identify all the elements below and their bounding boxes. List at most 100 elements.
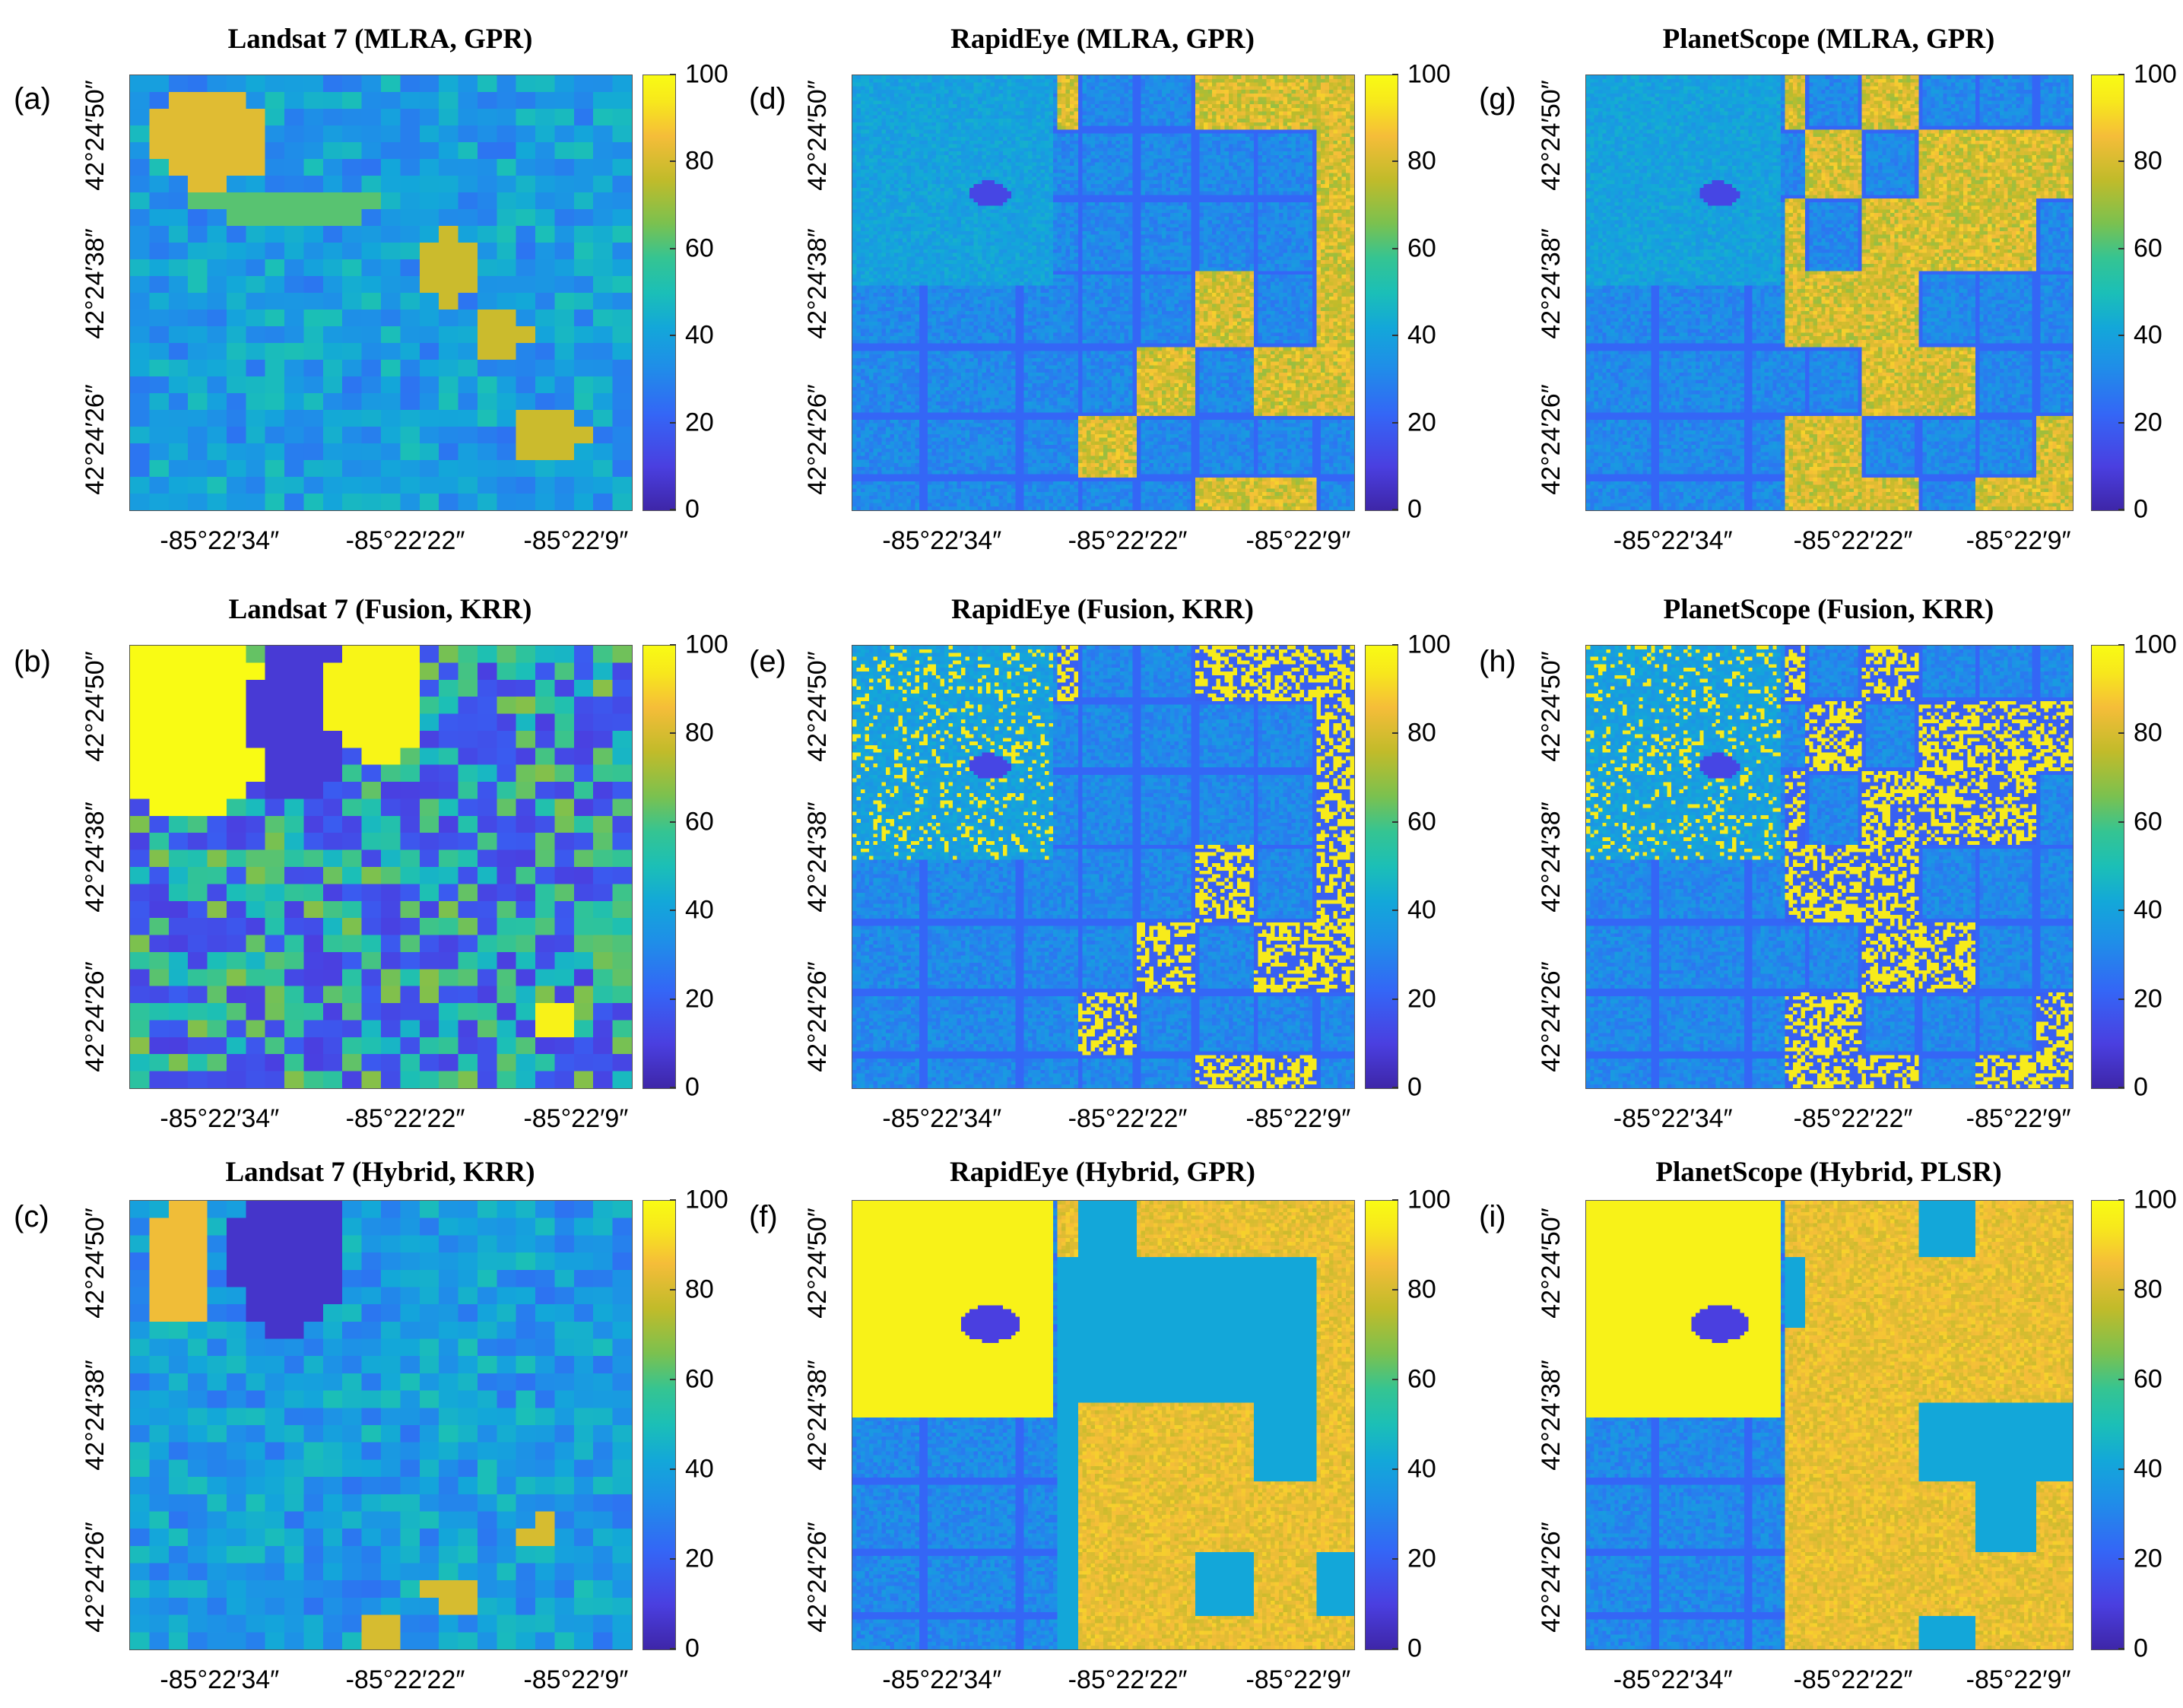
colorbar-tick-mark — [2118, 247, 2124, 249]
colorbar — [643, 75, 676, 511]
latitude-tick-label: 42°24′50″ — [81, 651, 109, 763]
colorbar-tick-label: 40 — [685, 1454, 714, 1484]
longitude-tick-label: -85°22′9″ — [1966, 1665, 2071, 1694]
latitude-tick-label: 42°24′38″ — [803, 802, 832, 913]
colorbar-tick-label: 80 — [685, 718, 714, 748]
longitude-tick-label: -85°22′34″ — [1613, 1104, 1733, 1133]
panel-label: (f) — [749, 1200, 778, 1233]
colorbar-tick-mark — [670, 732, 676, 735]
colorbar-tick-label: 60 — [2134, 233, 2162, 263]
biomass-map-image — [852, 1200, 1355, 1650]
colorbar-tick-label: 60 — [2134, 1364, 2162, 1394]
colorbar-tick-mark — [670, 910, 676, 912]
panel-label: (d) — [749, 82, 786, 116]
biomass-map-image — [129, 645, 633, 1089]
colorbar-tick-mark — [2118, 1087, 2124, 1088]
colorbar-tick-mark — [1392, 509, 1398, 510]
biomass-map-image — [1585, 75, 2074, 511]
colorbar-tick-label: 100 — [1407, 59, 1451, 89]
latitude-tick-label: 42°24′38″ — [81, 802, 109, 913]
latitude-tick-label: 42°24′38″ — [803, 227, 832, 339]
colorbar-tick-mark — [2118, 1648, 2124, 1649]
longitude-tick-label: -85°22′22″ — [345, 1104, 465, 1133]
colorbar-tick-mark — [2118, 421, 2124, 424]
colorbar-tick-mark — [670, 998, 676, 1000]
colorbar-tick-label: 20 — [2134, 1544, 2162, 1573]
colorbar-tick-label: 0 — [2134, 1633, 2148, 1663]
panel-label: (a) — [14, 82, 51, 116]
colorbar-tick-mark — [1392, 732, 1398, 735]
longitude-tick-label: -85°22′34″ — [882, 526, 1002, 555]
colorbar-tick-mark — [1392, 1289, 1398, 1291]
latitude-tick-label: 42°24′38″ — [81, 227, 109, 339]
colorbar-tick-label: 100 — [685, 630, 728, 659]
colorbar-tick-label: 100 — [2134, 59, 2177, 89]
colorbar-tick-label: 100 — [1407, 630, 1451, 659]
colorbar-tick-label: 60 — [1407, 1364, 1436, 1394]
colorbar-tick-mark — [1392, 1379, 1398, 1380]
colorbar-tick-mark — [1392, 1648, 1398, 1649]
colorbar-tick-mark — [1392, 1087, 1398, 1088]
panel-title: RapidEye (MLRA, GPR) — [950, 24, 1255, 55]
colorbar-tick-mark — [670, 247, 676, 249]
panel-label: (c) — [14, 1200, 49, 1233]
longitude-tick-label: -85°22′9″ — [523, 526, 629, 555]
colorbar-tick-label: 80 — [2134, 1275, 2162, 1304]
longitude-tick-label: -85°22′22″ — [1793, 526, 1913, 555]
panel-label: (g) — [1479, 82, 1516, 116]
colorbar-tick-label: 0 — [2134, 494, 2148, 524]
colorbar-tick-mark — [670, 335, 676, 337]
colorbar-tick-mark — [2118, 998, 2124, 1000]
longitude-tick-label: -85°22′9″ — [523, 1665, 629, 1694]
colorbar — [643, 1200, 676, 1650]
latitude-tick-label: 42°24′50″ — [1537, 1207, 1566, 1319]
colorbar-tick-mark — [1392, 644, 1398, 646]
colorbar-tick-label: 40 — [1407, 320, 1436, 350]
colorbar-tick-label: 40 — [2134, 895, 2162, 925]
biomass-map-image — [129, 1200, 633, 1650]
colorbar-tick-label: 80 — [2134, 146, 2162, 176]
colorbar-tick-label: 100 — [685, 1185, 728, 1214]
latitude-tick-label: 42°24′38″ — [1537, 802, 1566, 913]
latitude-tick-label: 42°24′26″ — [803, 1521, 832, 1633]
colorbar-tick-label: 60 — [2134, 807, 2162, 837]
colorbar-tick-label: 80 — [1407, 146, 1436, 176]
longitude-tick-label: -85°22′9″ — [1966, 1104, 2071, 1133]
panel-label: (b) — [14, 645, 51, 678]
longitude-tick-label: -85°22′34″ — [882, 1665, 1002, 1694]
colorbar — [643, 645, 676, 1089]
colorbar-tick-mark — [2118, 335, 2124, 337]
colorbar-tick-mark — [1392, 910, 1398, 912]
colorbar-tick-mark — [670, 1199, 676, 1201]
longitude-tick-label: -85°22′22″ — [1068, 1665, 1188, 1694]
colorbar-tick-label: 80 — [1407, 718, 1436, 748]
colorbar-tick-mark — [2118, 1289, 2124, 1291]
panel-title: PlanetScope (MLRA, GPR) — [1662, 24, 1995, 55]
latitude-tick-label: 42°24′26″ — [81, 961, 109, 1072]
colorbar-tick-label: 20 — [685, 1544, 714, 1573]
longitude-tick-label: -85°22′34″ — [160, 1104, 280, 1133]
panel-label: (h) — [1479, 645, 1516, 678]
longitude-tick-label: -85°22′9″ — [1245, 1104, 1351, 1133]
biomass-map-image — [129, 75, 633, 511]
colorbar-tick-mark — [1392, 247, 1398, 249]
colorbar-tick-label: 100 — [2134, 1185, 2177, 1214]
colorbar-tick-label: 80 — [2134, 718, 2162, 748]
panel-title: Landsat 7 (Hybrid, KRR) — [225, 1157, 535, 1188]
longitude-tick-label: -85°22′34″ — [1613, 1665, 1733, 1694]
longitude-tick-label: -85°22′22″ — [1068, 1104, 1188, 1133]
latitude-tick-label: 42°24′50″ — [1537, 651, 1566, 763]
colorbar-tick-mark — [670, 1379, 676, 1380]
colorbar-tick-mark — [670, 74, 676, 75]
longitude-tick-label: -85°22′34″ — [160, 526, 280, 555]
colorbar-tick-label: 40 — [1407, 1454, 1436, 1484]
colorbar-tick-label: 60 — [1407, 807, 1436, 837]
latitude-tick-label: 42°24′26″ — [1537, 384, 1566, 496]
colorbar-tick-mark — [1392, 821, 1398, 823]
panel-title: RapidEye (Fusion, KRR) — [951, 594, 1254, 625]
latitude-tick-label: 42°24′50″ — [803, 1207, 832, 1319]
latitude-tick-label: 42°24′38″ — [1537, 1360, 1566, 1471]
colorbar-tick-mark — [2118, 821, 2124, 823]
colorbar-tick-label: 0 — [1407, 1633, 1422, 1663]
panel-label: (e) — [749, 645, 786, 678]
